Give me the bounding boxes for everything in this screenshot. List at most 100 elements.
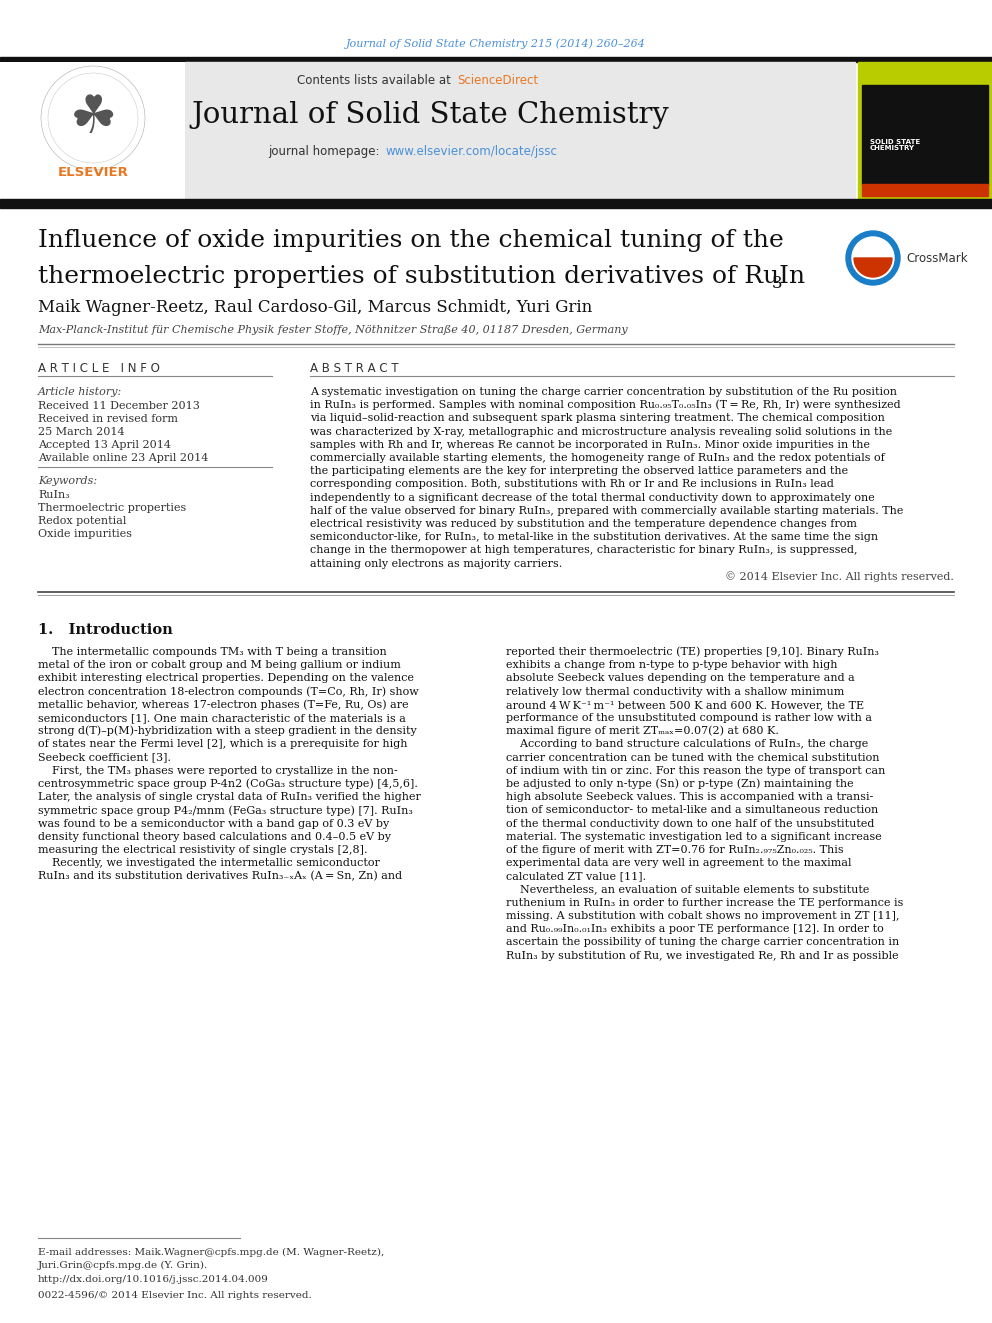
Bar bbox=[862, 184, 988, 196]
Text: was found to be a semiconductor with a band gap of 0.3 eV by: was found to be a semiconductor with a b… bbox=[38, 819, 389, 828]
Text: Contents lists available at: Contents lists available at bbox=[298, 74, 455, 86]
Text: 1.   Introduction: 1. Introduction bbox=[38, 623, 173, 636]
Text: Received in revised form: Received in revised form bbox=[38, 414, 178, 423]
Text: relatively low thermal conductivity with a shallow minimum: relatively low thermal conductivity with… bbox=[506, 687, 844, 697]
Bar bbox=[0, 57, 992, 62]
Text: A B S T R A C T: A B S T R A C T bbox=[310, 361, 399, 374]
Text: absolute Seebeck values depending on the temperature and a: absolute Seebeck values depending on the… bbox=[506, 673, 855, 684]
Text: RuIn₃ and its substitution derivatives RuIn₃₋ₓAₓ (A = Sn, Zn) and: RuIn₃ and its substitution derivatives R… bbox=[38, 872, 402, 881]
Bar bbox=[862, 85, 988, 185]
Text: reported their thermoelectric (TE) properties [9,10]. Binary RuIn₃: reported their thermoelectric (TE) prope… bbox=[506, 647, 879, 658]
Text: The intermetallic compounds TM₃ with T being a transition: The intermetallic compounds TM₃ with T b… bbox=[38, 647, 387, 658]
Text: Keywords:: Keywords: bbox=[38, 476, 97, 486]
Text: RuIn₃: RuIn₃ bbox=[38, 490, 69, 500]
Text: around 4 W K⁻¹ m⁻¹ between 500 K and 600 K. However, the TE: around 4 W K⁻¹ m⁻¹ between 500 K and 600… bbox=[506, 700, 864, 710]
Text: Influence of oxide impurities on the chemical tuning of the: Influence of oxide impurities on the che… bbox=[38, 229, 784, 251]
Text: RuIn₃ by substitution of Ru, we investigated Re, Rh and Ir as possible: RuIn₃ by substitution of Ru, we investig… bbox=[506, 951, 899, 960]
Text: Thermoelectric properties: Thermoelectric properties bbox=[38, 503, 186, 513]
Text: Oxide impurities: Oxide impurities bbox=[38, 529, 132, 538]
Text: Later, the analysis of single crystal data of RuIn₃ verified the higher: Later, the analysis of single crystal da… bbox=[38, 792, 421, 802]
Text: change in the thermopower at high temperatures, characteristic for binary RuIn₃,: change in the thermopower at high temper… bbox=[310, 545, 857, 556]
Text: Journal of Solid State Chemistry: Journal of Solid State Chemistry bbox=[191, 101, 669, 130]
Text: Article history:: Article history: bbox=[38, 388, 122, 397]
Wedge shape bbox=[854, 258, 892, 277]
Text: Recently, we investigated the intermetallic semiconductor: Recently, we investigated the intermetal… bbox=[38, 859, 380, 868]
Text: exhibits a change from n-type to p-type behavior with high: exhibits a change from n-type to p-type … bbox=[506, 660, 837, 671]
Text: of states near the Fermi level [2], which is a prerequisite for high: of states near the Fermi level [2], whic… bbox=[38, 740, 408, 749]
Text: 25 March 2014: 25 March 2014 bbox=[38, 427, 125, 437]
Text: half of the value observed for binary RuIn₃, prepared with commercially availabl: half of the value observed for binary Ru… bbox=[310, 505, 904, 516]
Text: ScienceDirect: ScienceDirect bbox=[457, 74, 538, 86]
Text: thermoelectric properties of substitution derivatives of RuIn: thermoelectric properties of substitutio… bbox=[38, 265, 806, 287]
Text: via liquid–solid-reaction and subsequent spark plasma sintering treatment. The c: via liquid–solid-reaction and subsequent… bbox=[310, 413, 885, 423]
Text: of the thermal conductivity down to one half of the unsubstituted: of the thermal conductivity down to one … bbox=[506, 819, 874, 828]
Text: and Ru₀.₉₉In₀.₀₁In₃ exhibits a poor TE performance [12]. In order to: and Ru₀.₉₉In₀.₀₁In₃ exhibits a poor TE p… bbox=[506, 925, 884, 934]
Text: strong d(T)–p(M)-hybridization with a steep gradient in the density: strong d(T)–p(M)-hybridization with a st… bbox=[38, 726, 417, 737]
Text: metal of the iron or cobalt group and M being gallium or indium: metal of the iron or cobalt group and M … bbox=[38, 660, 401, 671]
Text: © 2014 Elsevier Inc. All rights reserved.: © 2014 Elsevier Inc. All rights reserved… bbox=[725, 572, 954, 582]
Text: semiconductors [1]. One main characteristic of the materials is a: semiconductors [1]. One main characteris… bbox=[38, 713, 406, 722]
Text: 0022-4596/© 2014 Elsevier Inc. All rights reserved.: 0022-4596/© 2014 Elsevier Inc. All right… bbox=[38, 1290, 311, 1299]
Text: First, the TM₃ phases were reported to crystallize in the non-: First, the TM₃ phases were reported to c… bbox=[38, 766, 398, 775]
Text: ascertain the possibility of tuning the charge carrier concentration in: ascertain the possibility of tuning the … bbox=[506, 938, 900, 947]
Text: missing. A substitution with cobalt shows no improvement in ZT [11],: missing. A substitution with cobalt show… bbox=[506, 912, 900, 921]
Text: experimental data are very well in agreement to the maximal: experimental data are very well in agree… bbox=[506, 859, 851, 868]
Text: E-mail addresses: Maik.Wagner@cpfs.mpg.de (M. Wagner-Reetz),: E-mail addresses: Maik.Wagner@cpfs.mpg.d… bbox=[38, 1248, 384, 1257]
Text: independently to a significant decrease of the total thermal conductivity down t: independently to a significant decrease … bbox=[310, 492, 875, 503]
Text: carrier concentration can be tuned with the chemical substitution: carrier concentration can be tuned with … bbox=[506, 753, 880, 762]
Text: www.elsevier.com/locate/jssc: www.elsevier.com/locate/jssc bbox=[385, 146, 557, 159]
Text: commercially available starting elements, the homogeneity range of RuIn₃ and the: commercially available starting elements… bbox=[310, 452, 885, 463]
Text: SOLID STATE
CHEMISTRY: SOLID STATE CHEMISTRY bbox=[870, 139, 921, 152]
Text: A systematic investigation on tuning the charge carrier concentration by substit: A systematic investigation on tuning the… bbox=[310, 388, 897, 397]
Circle shape bbox=[846, 232, 900, 284]
Text: the participating elements are the key for interpreting the observed lattice par: the participating elements are the key f… bbox=[310, 466, 848, 476]
Text: semiconductor-like, for RuIn₃, to metal-like in the substitution derivatives. At: semiconductor-like, for RuIn₃, to metal-… bbox=[310, 532, 878, 542]
Text: 3: 3 bbox=[772, 275, 783, 292]
Text: Nevertheless, an evaluation of suitable elements to substitute: Nevertheless, an evaluation of suitable … bbox=[506, 885, 869, 894]
Text: Journal of Solid State Chemistry 215 (2014) 260–264: Journal of Solid State Chemistry 215 (20… bbox=[346, 38, 646, 49]
Bar bbox=[0, 62, 185, 200]
Text: exhibit interesting electrical properties. Depending on the valence: exhibit interesting electrical propertie… bbox=[38, 673, 414, 684]
Text: performance of the unsubstituted compound is rather low with a: performance of the unsubstituted compoun… bbox=[506, 713, 872, 722]
Text: measuring the electrical resistivity of single crystals [2,8].: measuring the electrical resistivity of … bbox=[38, 845, 367, 855]
Bar bbox=[0, 198, 992, 208]
Text: maximal figure of merit ZTₘₐₓ=0.07(2) at 680 K.: maximal figure of merit ZTₘₐₓ=0.07(2) at… bbox=[506, 726, 779, 737]
Text: of indium with tin or zinc. For this reason the type of transport can: of indium with tin or zinc. For this rea… bbox=[506, 766, 886, 775]
Text: was characterized by X-ray, metallographic and microstructure analysis revealing: was characterized by X-ray, metallograph… bbox=[310, 426, 892, 437]
Text: Accepted 13 April 2014: Accepted 13 April 2014 bbox=[38, 441, 171, 450]
Bar bbox=[185, 62, 855, 200]
Text: centrosymmetric space group P-4n2 (CoGa₃ structure type) [4,5,6].: centrosymmetric space group P-4n2 (CoGa₃… bbox=[38, 779, 418, 790]
Text: http://dx.doi.org/10.1016/j.jssc.2014.04.009: http://dx.doi.org/10.1016/j.jssc.2014.04… bbox=[38, 1275, 269, 1285]
Text: of the figure of merit with ZT=0.76 for RuIn₂.₉₇₅Zn₀.₀₂₅. This: of the figure of merit with ZT=0.76 for … bbox=[506, 845, 843, 855]
Text: According to band structure calculations of RuIn₃, the charge: According to band structure calculations… bbox=[506, 740, 868, 749]
Text: Seebeck coefficient [3].: Seebeck coefficient [3]. bbox=[38, 753, 171, 762]
Text: calculated ZT value [11].: calculated ZT value [11]. bbox=[506, 872, 646, 881]
Text: tion of semiconductor- to metal-like and a simultaneous reduction: tion of semiconductor- to metal-like and… bbox=[506, 806, 878, 815]
Text: density functional theory based calculations and 0.4–0.5 eV by: density functional theory based calculat… bbox=[38, 832, 391, 841]
Bar bbox=[858, 62, 992, 200]
Text: electrical resistivity was reduced by substitution and the temperature dependenc: electrical resistivity was reduced by su… bbox=[310, 519, 857, 529]
Text: high absolute Seebeck values. This is accompanied with a transi-: high absolute Seebeck values. This is ac… bbox=[506, 792, 873, 802]
Text: electron concentration 18-electron compounds (T=Co, Rh, Ir) show: electron concentration 18-electron compo… bbox=[38, 687, 419, 697]
Text: Received 11 December 2013: Received 11 December 2013 bbox=[38, 401, 199, 411]
Text: Available online 23 April 2014: Available online 23 April 2014 bbox=[38, 452, 208, 463]
Text: ELSEVIER: ELSEVIER bbox=[58, 165, 128, 179]
Text: Juri.Grin@cpfs.mpg.de (Y. Grin).: Juri.Grin@cpfs.mpg.de (Y. Grin). bbox=[38, 1261, 208, 1270]
Text: material. The systematic investigation led to a significant increase: material. The systematic investigation l… bbox=[506, 832, 882, 841]
Text: corresponding composition. Both, substitutions with Rh or Ir and Re inclusions i: corresponding composition. Both, substit… bbox=[310, 479, 834, 490]
Text: metallic behavior, whereas 17-electron phases (T=Fe, Ru, Os) are: metallic behavior, whereas 17-electron p… bbox=[38, 700, 409, 710]
Text: in RuIn₃ is performed. Samples with nominal composition Ru₀.₉₅T₀.₀₅In₃ (T = Re, : in RuIn₃ is performed. Samples with nomi… bbox=[310, 400, 901, 410]
Text: journal homepage:: journal homepage: bbox=[268, 146, 383, 159]
Text: Redox potential: Redox potential bbox=[38, 516, 126, 527]
Text: A R T I C L E   I N F O: A R T I C L E I N F O bbox=[38, 361, 160, 374]
Text: ruthenium in RuIn₃ in order to further increase the TE performance is: ruthenium in RuIn₃ in order to further i… bbox=[506, 898, 904, 908]
Circle shape bbox=[852, 237, 894, 279]
Text: samples with Rh and Ir, whereas Re cannot be incorporated in RuIn₃. Minor oxide : samples with Rh and Ir, whereas Re canno… bbox=[310, 439, 870, 450]
Text: symmetric space group P4₂/mnm (FeGa₃ structure type) [7]. RuIn₃: symmetric space group P4₂/mnm (FeGa₃ str… bbox=[38, 806, 413, 816]
Text: Max-Planck-Institut für Chemische Physik fester Stoffe, Nöthnitzer Straße 40, 01: Max-Planck-Institut für Chemische Physik… bbox=[38, 325, 628, 335]
Text: Maik Wagner-Reetz, Raul Cardoso-Gil, Marcus Schmidt, Yuri Grin: Maik Wagner-Reetz, Raul Cardoso-Gil, Mar… bbox=[38, 299, 592, 316]
Text: attaining only electrons as majority carriers.: attaining only electrons as majority car… bbox=[310, 558, 562, 569]
Text: ☘: ☘ bbox=[69, 93, 117, 144]
Text: CrossMark: CrossMark bbox=[906, 251, 967, 265]
Text: be adjusted to only n-type (Sn) or p-type (Zn) maintaining the: be adjusted to only n-type (Sn) or p-typ… bbox=[506, 779, 854, 790]
